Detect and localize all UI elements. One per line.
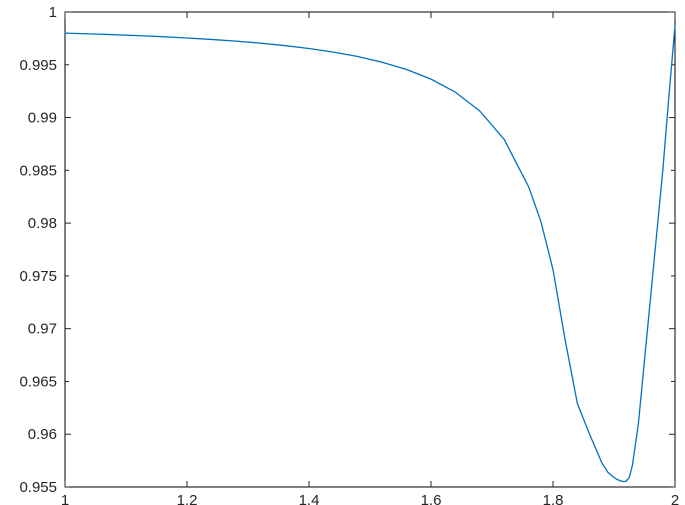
line-chart: 1 1.2 1.4 1.6 1.8 2 0.955 0.96 0.965 0.97 0.975 0.9… — [0, 0, 685, 505]
y-tick-label: 0.98 — [28, 215, 57, 232]
x-tick-label: 1.6 — [421, 492, 442, 505]
y-tick-label: 0.995 — [19, 57, 57, 74]
y-tick-label: 0.96 — [28, 426, 57, 443]
y-tick-label: 1 — [49, 4, 57, 21]
x-tick-label: 2 — [671, 492, 679, 505]
y-tick-label: 0.99 — [28, 110, 57, 127]
y-tick-label: 0.955 — [19, 479, 57, 496]
chart-svg: 1 1.2 1.4 1.6 1.8 2 0.955 0.96 0.965 0.97 0.975 0.9… — [0, 0, 685, 505]
x-tick-label: 1.4 — [299, 492, 320, 505]
y-tick-label: 0.975 — [19, 268, 57, 285]
y-tick-label: 0.965 — [19, 373, 57, 390]
y-tick-label: 0.97 — [28, 321, 57, 338]
y-tick-label: 0.985 — [19, 162, 57, 179]
x-tick-label: 1.2 — [177, 492, 198, 505]
x-tick-label: 1 — [61, 492, 69, 505]
x-tick-label: 1.8 — [543, 492, 564, 505]
